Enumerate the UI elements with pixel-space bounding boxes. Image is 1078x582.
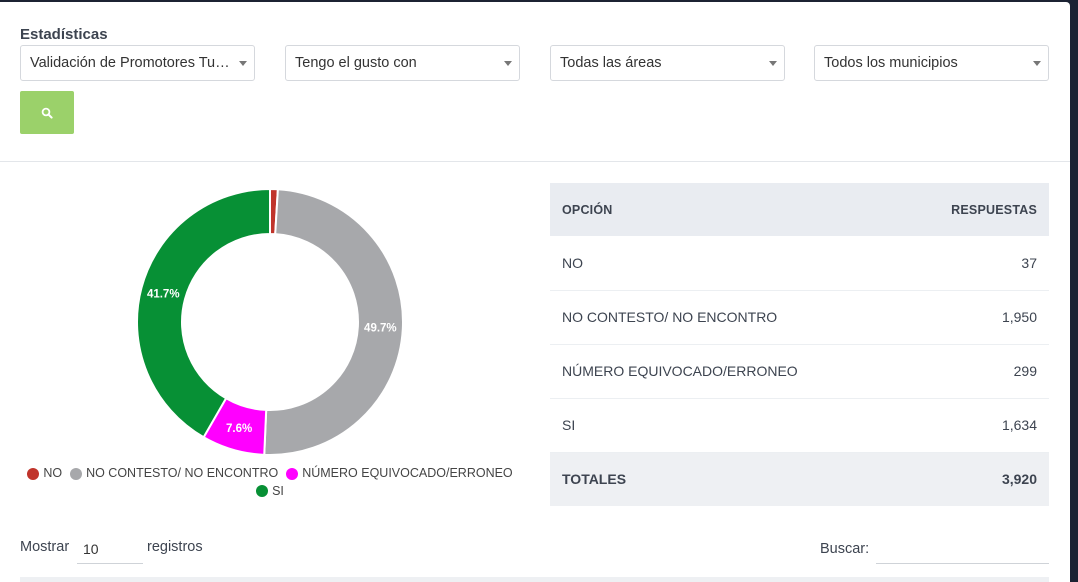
count-cell: 37: [900, 236, 1049, 291]
slice-label: 7.6%: [226, 423, 252, 435]
total-row: TOTALES 3,920: [550, 452, 1049, 506]
table-row: NÚMERO EQUIVOCADO/ERRONEO 299: [550, 344, 1049, 399]
legend-label: NÚMERO EQUIVOCADO/ERRONEO: [302, 466, 513, 480]
donut-chart: 49.7% 7.6% 41.7%: [130, 182, 410, 462]
slice-label: 49.7%: [364, 323, 397, 335]
table-row: NO CONTESTO/ NO ENCONTRO 1,950: [550, 290, 1049, 345]
municipality-select-value: Todos los municipios: [824, 55, 958, 71]
survey-select-value: Validación de Promotores Tulancingo: [30, 55, 232, 71]
table-search-input[interactable]: [876, 535, 1049, 564]
chevron-down-icon: [239, 61, 247, 66]
area-select-value: Todas las áreas: [560, 55, 662, 71]
search-icon: [41, 107, 53, 119]
legend-label: NO CONTESTO/ NO ENCONTRO: [86, 466, 279, 480]
chevron-down-icon: [504, 61, 512, 66]
divider: [0, 161, 1070, 162]
search-button[interactable]: [20, 91, 74, 134]
table-header-row: OPCIÓN RESPUESTAS: [550, 183, 1049, 236]
legend-dot-icon: [256, 485, 269, 497]
show-label: Mostrar: [20, 539, 70, 555]
count-cell: 299: [900, 344, 1049, 399]
option-cell: SI: [550, 398, 901, 453]
municipality-select[interactable]: Todos los municipios: [814, 45, 1049, 81]
legend-item[interactable]: SI: [256, 484, 284, 499]
question-select[interactable]: Tengo el gusto con: [285, 45, 520, 81]
table-row: NO 37: [550, 236, 1049, 291]
count-cell: 1,950: [900, 290, 1049, 345]
chevron-down-icon: [1033, 61, 1041, 66]
survey-select[interactable]: Validación de Promotores Tulancingo: [20, 45, 255, 81]
column-header-responses: RESPUESTAS: [900, 183, 1049, 236]
legend-item[interactable]: NÚMERO EQUIVOCADO/ERRONEO: [286, 466, 513, 481]
page-length-input[interactable]: [77, 535, 143, 564]
donut-slice-3[interactable]: [136, 187, 271, 439]
option-cell: NÚMERO EQUIVOCADO/ERRONEO: [550, 344, 901, 399]
table-header-strip: [20, 577, 1049, 582]
option-cell: NO: [550, 236, 901, 291]
records-label: registros: [147, 539, 203, 555]
total-value: 3,920: [900, 452, 1049, 506]
question-select-value: Tengo el gusto con: [295, 55, 417, 71]
page-title: Estadísticas: [20, 26, 108, 43]
legend-label: SI: [272, 483, 284, 498]
donut-slice-1[interactable]: [263, 188, 404, 456]
option-cell: NO CONTESTO/ NO ENCONTRO: [550, 290, 901, 345]
slice-label: 41.7%: [147, 288, 180, 300]
chevron-down-icon: [769, 61, 777, 66]
search-label: Buscar:: [820, 541, 870, 557]
legend-dot-icon: [70, 467, 83, 480]
legend-item[interactable]: NO: [27, 466, 62, 481]
legend-item[interactable]: NO CONTESTO/ NO ENCONTRO: [70, 466, 278, 481]
table-row: SI 1,634: [550, 398, 1049, 453]
legend-label: NO: [43, 466, 63, 480]
count-cell: 1,634: [900, 398, 1049, 453]
legend-dot-icon: [286, 467, 299, 480]
legend-dot-icon: [27, 467, 40, 480]
results-table: OPCIÓN RESPUESTAS NO 37 NO CONTESTO/ NO …: [550, 183, 1049, 506]
column-header-option: OPCIÓN: [550, 183, 901, 236]
chart-legend: NO NO CONTESTO/ NO ENCONTRO NÚMERO EQUIVOC…: [20, 466, 520, 501]
area-select[interactable]: Todas las áreas: [550, 45, 785, 81]
total-label: TOTALES: [550, 452, 901, 506]
